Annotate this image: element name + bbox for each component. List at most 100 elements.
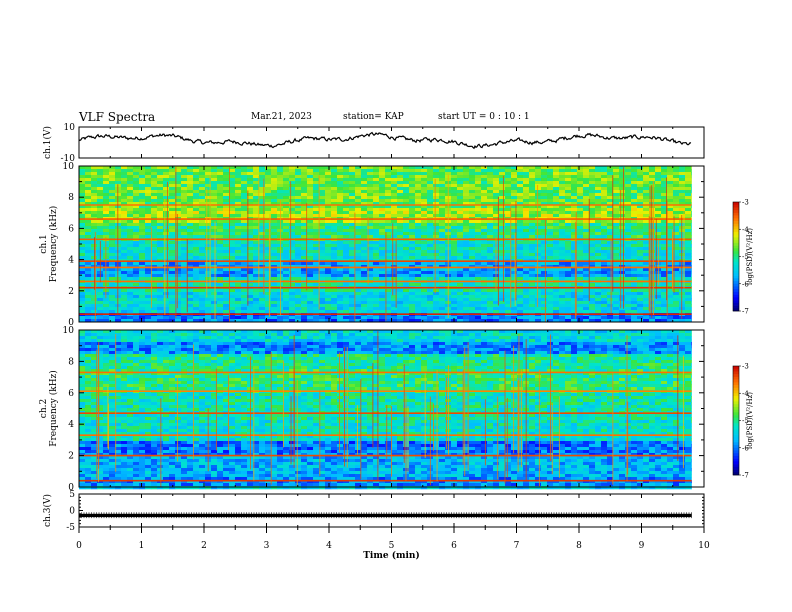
ch1-spectrogram-cell	[655, 232, 662, 236]
ch1-spectrogram-cell	[289, 184, 296, 188]
ch1-spectrogram-cell	[607, 274, 614, 278]
ch1-spectrogram-cell	[79, 295, 86, 299]
ch1-spectrogram-cell	[175, 235, 182, 239]
ch1-spectrogram-cell	[403, 292, 410, 296]
ch1-spectrogram-cell	[325, 247, 332, 251]
ch1-spectrogram-cell	[577, 268, 584, 272]
ch1-spectrogram-cell	[295, 205, 302, 209]
ch1-spectrogram-cell	[109, 196, 116, 200]
ch1-spectrogram-cell	[451, 274, 458, 278]
ch1-spectrogram-cell	[313, 307, 320, 311]
ch1-spectrogram-cell	[589, 166, 596, 170]
ch1-spectrogram-cell	[217, 274, 224, 278]
ch1-spectrogram-cell	[163, 232, 170, 236]
ch1-spectrogram-cell	[103, 223, 110, 227]
ch1-spectrogram-cell	[415, 262, 422, 266]
ch1-spectrogram-cell	[301, 166, 308, 170]
ch1-spectrogram-cell	[319, 298, 326, 302]
ch1-spectrogram-cell	[439, 250, 446, 254]
ch1-spectrogram-cell	[301, 178, 308, 182]
ch1-spectrogram-cell	[331, 295, 338, 299]
ch1-spectrogram-cell	[493, 175, 500, 179]
ch1-spectrogram-cell	[481, 205, 488, 209]
ch1-spectrogram-cell	[547, 289, 554, 293]
ch1-spectrogram-cell	[613, 166, 620, 170]
ch1-spectrogram-cell	[607, 253, 614, 257]
ch1-spectrogram-cell	[499, 301, 506, 305]
ch1-spectrogram-cell	[109, 241, 116, 245]
ch1-spectrogram-cell	[175, 223, 182, 227]
ch1-spectrogram-cell	[475, 241, 482, 245]
ch1-spectrogram-cell	[295, 202, 302, 206]
ch1-spectrogram-cell	[139, 169, 146, 173]
ch1-spectrogram-cell	[457, 235, 464, 239]
ch1-spectrogram-cell	[619, 190, 626, 194]
ch1-spectrogram-cell	[511, 277, 518, 281]
ch1-spectrogram-cell	[415, 250, 422, 254]
ch1-spectrogram-cell	[259, 235, 266, 239]
ch1-spectrogram-cell	[145, 220, 152, 224]
ch1-spectrogram-cell	[667, 205, 674, 209]
ch1-spectrogram-cell	[211, 256, 218, 260]
ch1-spectrogram-cell	[385, 202, 392, 206]
ch1-spectrogram-cell	[553, 223, 560, 227]
ch1-spectrogram-cell	[343, 223, 350, 227]
ch1-spectrogram-cell	[523, 172, 530, 176]
ch1-spectrogram-cell	[475, 205, 482, 209]
ch1-spectrogram-cell	[655, 181, 662, 185]
ch1-spectrogram-cell	[463, 175, 470, 179]
ch1-spectrogram-cell	[673, 289, 680, 293]
ch1-spectrogram-cell	[85, 193, 92, 197]
ch1-spectrogram-cell	[505, 169, 512, 173]
ch1-spectrogram-cell	[535, 277, 542, 281]
ch1-spectrogram-cell	[187, 226, 194, 230]
ch1-spectrogram-cell	[475, 235, 482, 239]
ch1-spectrogram-cell	[427, 235, 434, 239]
ch1-spectrogram-cell	[505, 190, 512, 194]
ch1-spectrogram-cell	[109, 250, 116, 254]
ch1-spectrogram-cell	[307, 268, 314, 272]
ch1-spectrogram-cell	[499, 277, 506, 281]
ch1-spectrogram-cell	[259, 262, 266, 266]
ch1-spectrogram-cell	[361, 247, 368, 251]
ch1-spectrogram-cell	[619, 256, 626, 260]
ch1-spectrogram-cell	[289, 301, 296, 305]
ch1-spectrogram-cell	[157, 307, 164, 311]
ch1-spectrogram-cell	[517, 169, 524, 173]
ch1-spectrogram-cell	[187, 250, 194, 254]
ch1-spectrogram-cell	[241, 208, 248, 212]
ch1-spectrogram-cell	[331, 166, 338, 170]
ch1-spectrogram-cell	[391, 256, 398, 260]
ch1-spectrogram-cell	[577, 193, 584, 197]
ch1-spectrogram-cell	[541, 175, 548, 179]
ch1-spectrogram-cell	[685, 181, 692, 185]
ch1-spectrogram-cell	[367, 178, 374, 182]
ch1-spectrogram-cell	[589, 241, 596, 245]
ch1-spectrogram-cell	[157, 268, 164, 272]
ch1-spectrogram-cell	[547, 229, 554, 233]
ch1-spectrogram-cell	[607, 199, 614, 203]
ch1-spectrogram-cell	[481, 208, 488, 212]
ch1-spectrogram-cell	[223, 301, 230, 305]
ch1-spectrogram-cell	[91, 247, 98, 251]
ch1-spectrogram-cell	[391, 244, 398, 248]
ch1-spectrogram-cell	[301, 292, 308, 296]
ch1-spectrogram-cell	[547, 301, 554, 305]
ch1-spectrogram-cell	[613, 241, 620, 245]
ch1-spectrogram-cell	[529, 190, 536, 194]
ch1-spectrogram-cell	[253, 184, 260, 188]
ch1-spectrogram-cell	[655, 169, 662, 173]
ch1-spectrogram-cell	[319, 256, 326, 260]
ch1-spectrogram-cell	[283, 274, 290, 278]
ch1-spectrogram-cell	[265, 220, 272, 224]
ch1-spectrogram-cell	[547, 220, 554, 224]
ch1-spectrogram-cell	[601, 307, 608, 311]
ch1-spectrogram-cell	[427, 193, 434, 197]
ch1-spectrogram-cell	[487, 292, 494, 296]
ch1-spectrogram-cell	[463, 268, 470, 272]
ch1-spectrogram-cell	[325, 205, 332, 209]
ch1-spectrogram-cell	[607, 301, 614, 305]
ch1-spectrogram-cell	[505, 214, 512, 218]
ch1-spectrogram-cell	[409, 247, 416, 251]
ch1-spectrogram-cell	[421, 175, 428, 179]
